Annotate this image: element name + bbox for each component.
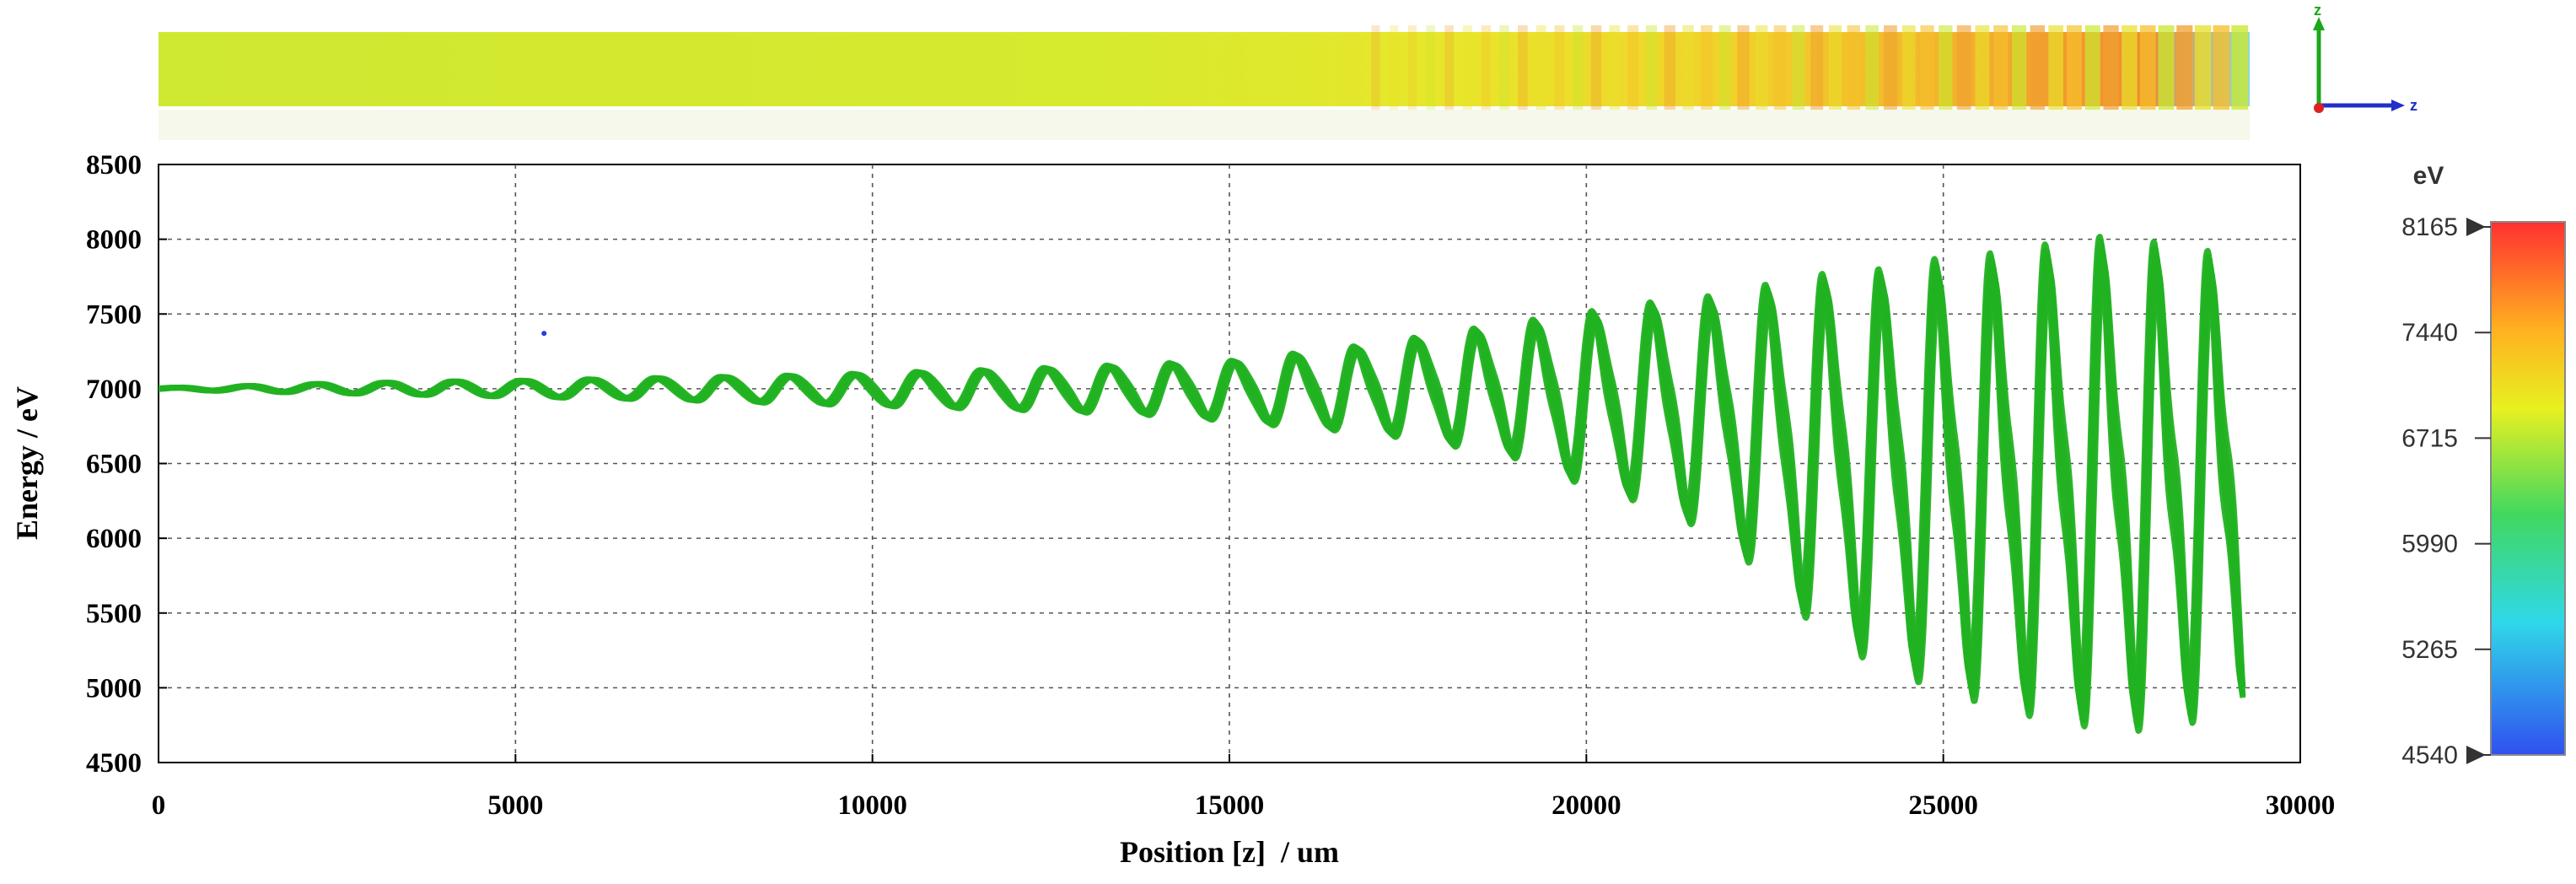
beam-stripe	[1718, 25, 1731, 110]
beam-stripe	[1407, 25, 1417, 110]
beam-stripe	[1645, 25, 1658, 110]
y-axis-title: Energy / eV	[10, 386, 44, 540]
x-tick-label: 30000	[2266, 790, 2336, 821]
beam-stripe	[1627, 25, 1639, 110]
y-tick-label: 4500	[86, 748, 142, 779]
colorbar-label: 5990	[2401, 531, 2458, 558]
x-tick-label: 20000	[1552, 790, 1621, 821]
beam-stripe	[1609, 25, 1621, 110]
beam-stripe	[1499, 25, 1509, 110]
triad-vertical-letter: z	[2314, 2, 2321, 19]
beam-stripe	[1462, 25, 1472, 110]
beam-strip	[159, 25, 2250, 140]
beam-stripe	[1920, 25, 1934, 110]
axis-triad-icon: z z	[2313, 2, 2417, 114]
colorbar-max-marker	[2466, 218, 2486, 236]
beam-strip-stripes	[1371, 25, 2249, 110]
beam-stripe	[2213, 25, 2230, 110]
x-tick-label: 25000	[1908, 790, 1978, 821]
beam-stripe	[1939, 25, 1953, 110]
beam-stripe	[1426, 25, 1436, 110]
y-tick-label: 6500	[86, 450, 142, 480]
outlier-point	[541, 331, 547, 337]
beam-stripe	[1737, 25, 1750, 110]
energy-trace-line	[159, 234, 2246, 704]
colorbar-label: 6715	[2401, 424, 2458, 452]
colorbar-unit: eV	[2413, 162, 2444, 190]
colorbar-min-marker	[2466, 746, 2486, 764]
beam-stripe	[2048, 25, 2064, 110]
beam-stripe	[1828, 25, 1842, 110]
beam-stripe	[1865, 25, 1879, 110]
beam-stripe	[2122, 25, 2138, 110]
colorbar: eV 8165 7440 6715 5990 5265 4540	[2401, 162, 2566, 769]
beam-strip-band	[159, 32, 2250, 106]
y-tick-label: 8000	[86, 225, 142, 256]
beam-stripe	[1444, 25, 1455, 110]
colorbar-label: 7440	[2401, 319, 2458, 347]
x-tick-label: 0	[152, 790, 166, 821]
beam-stripe	[1792, 25, 1805, 110]
beam-stripe	[1847, 25, 1861, 110]
beam-stripe	[1956, 25, 1971, 110]
beam-stripe	[1682, 25, 1694, 110]
data-layer	[159, 234, 2246, 734]
colorbar-labels: 8165 7440 6715 5990 5265 4540	[2401, 213, 2491, 769]
beam-stripe	[1590, 25, 1602, 110]
beam-stripe	[1664, 25, 1675, 110]
beam-stripe	[1993, 25, 2009, 110]
beam-stripe	[1573, 25, 1584, 110]
x-tick-labels: 0 5000 10000 15000 20000 25000 30000	[152, 790, 2336, 821]
colorbar-label: 4540	[2401, 741, 2458, 769]
y-tick-labels: 4500 5000 5500 6000 6500 7000 7500 8000 8500	[86, 150, 142, 779]
beam-stripe	[1756, 25, 1768, 110]
beam-stripe	[1884, 25, 1897, 110]
beam-stripe	[2030, 25, 2046, 110]
colorbar-gradient	[2490, 221, 2566, 756]
beam-strip-shadow	[159, 110, 2250, 140]
beam-stripe	[1901, 25, 1916, 110]
beam-stripe	[1481, 25, 1491, 110]
x-tick-label: 5000	[487, 790, 543, 821]
beam-stripe	[1535, 25, 1546, 110]
x-tick-label: 10000	[837, 790, 907, 821]
beam-stripe	[2067, 25, 2082, 110]
beam-stripe	[2103, 25, 2119, 110]
triad-horizontal-letter: z	[2410, 97, 2417, 114]
plot-area	[158, 164, 2301, 763]
beam-stripe	[2194, 25, 2212, 110]
colorbar-label: 5265	[2401, 636, 2458, 664]
beam-stripe	[2084, 25, 2100, 110]
beam-stripe	[1390, 25, 1399, 110]
colorbar-label: 8165	[2401, 213, 2458, 241]
beam-stripe	[2176, 25, 2193, 110]
y-tick-label: 5500	[86, 599, 142, 629]
y-tick-label: 8500	[86, 150, 142, 181]
y-tick-label: 7000	[86, 375, 142, 405]
beam-stripe	[1371, 25, 1380, 110]
x-axis-title: Position [z] / um	[1120, 835, 1339, 869]
beam-stripe	[1810, 25, 1824, 110]
beam-stripe	[2158, 25, 2175, 110]
x-tick-label: 15000	[1195, 790, 1265, 821]
beam-stripe	[1518, 25, 1528, 110]
beam-stripe	[1773, 25, 1787, 110]
y-tick-label: 6000	[86, 524, 142, 554]
beam-stripe	[1554, 25, 1565, 110]
beam-stripe	[1701, 25, 1713, 110]
beam-stripe	[2011, 25, 2027, 110]
beam-stripe	[2231, 25, 2249, 110]
y-tick-label: 5000	[86, 673, 142, 703]
y-tick-label: 7500	[86, 299, 142, 330]
beam-stripe	[1975, 25, 1990, 110]
beam-stripe	[2139, 25, 2156, 110]
